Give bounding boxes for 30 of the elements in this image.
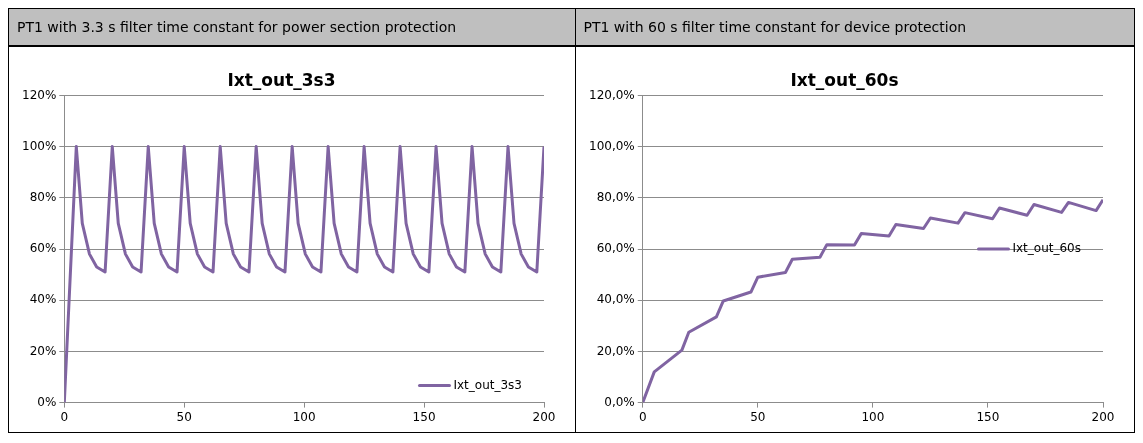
y-tick-label: 120%	[21, 87, 57, 102]
y-tick-label: 0%	[37, 394, 57, 409]
y-tick-label: 80,0%	[596, 189, 635, 204]
y-tick-label: 40%	[29, 292, 57, 307]
x-tick-label: 150	[412, 409, 436, 424]
chart-title: Ixt_out_60s	[789, 69, 899, 90]
legend-label: Ixt_out_60s	[1011, 241, 1081, 256]
y-tick-label: 60,0%	[596, 241, 635, 256]
chart-title: Ixt_out_3s3	[227, 69, 336, 90]
x-tick-label: 100	[860, 409, 884, 424]
x-tick-label: 50	[176, 409, 192, 424]
y-tick-label: 80%	[29, 189, 57, 204]
legend-label: Ixt_out_3s3	[453, 377, 523, 392]
x-tick-label: 200	[532, 409, 556, 424]
y-tick-label: 100%	[21, 138, 57, 153]
chart-subtitle: PT1 with 60 s filter time constant for device protection	[575, 9, 1134, 47]
x-tick-label: 100	[292, 409, 316, 424]
x-tick-label: 50	[749, 409, 765, 424]
y-tick-label: 20%	[29, 343, 57, 358]
x-tick-label: 200	[1091, 409, 1114, 424]
chart-subtitle: PT1 with 3.3 s filter time constant for power section protection	[9, 9, 575, 47]
x-tick-label: 0	[638, 409, 647, 424]
x-tick-label: 0	[60, 409, 69, 424]
y-tick-label: 20,0%	[596, 343, 635, 358]
y-tick-label: 40,0%	[596, 292, 635, 307]
y-tick-label: 100,0%	[588, 138, 635, 153]
y-tick-label: 0,0%	[603, 394, 635, 409]
y-tick-label: 120,0%	[588, 87, 635, 102]
y-tick-label: 60%	[29, 241, 57, 256]
x-tick-label: 150	[975, 409, 999, 424]
